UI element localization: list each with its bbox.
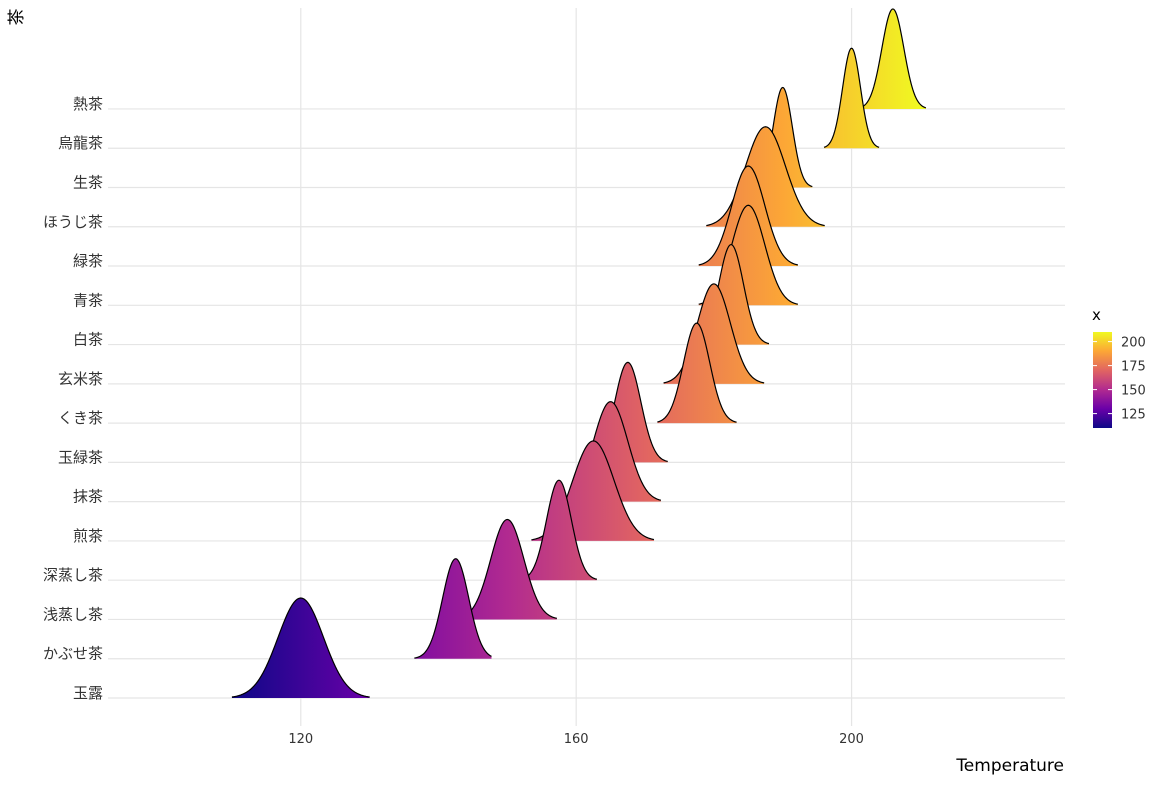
x-axis-tick-labels: 120 160 200 (288, 732, 864, 747)
y-tick-label: 青茶 (73, 291, 103, 309)
y-tick-label: ほうじ茶 (43, 213, 103, 231)
y-axis-labels: 玉露 かぶせ茶 浅蒸し茶 深蒸し茶 煎茶 抹茶 玉緑茶 くき茶 玄米茶 白茶 青茶 緑茶 ほうじ茶 生茶 烏… (43, 95, 103, 702)
ridge-outline (520, 479, 597, 580)
y-tick-label: 烏龍茶 (58, 134, 103, 152)
vertical-gridlines (300, 8, 853, 726)
ridge-area (859, 8, 926, 109)
horizontal-gridlines (108, 108, 1065, 699)
legend-tick-label: 125 (1121, 408, 1146, 423)
ridge-15 (859, 8, 927, 109)
legend-colorbar (1093, 332, 1112, 428)
ridge-outline (698, 165, 799, 266)
ridge-area (414, 558, 492, 659)
y-tick-label: 深蒸し茶 (43, 566, 103, 584)
x-axis-title: Temperature (955, 756, 1064, 776)
ridge-area (657, 323, 737, 424)
ridge-1 (414, 558, 492, 659)
y-tick-label: 煎茶 (73, 527, 103, 545)
ridge-area (521, 480, 597, 581)
y-tick-label: 緑茶 (73, 252, 103, 270)
ridge-0 (231, 597, 370, 698)
y-tick-label: 熱茶 (73, 95, 103, 113)
ridge-outline (657, 322, 737, 423)
ridge-area (824, 48, 880, 149)
color-legend: x 125 150 175 200 (1092, 306, 1146, 428)
ridge-area (231, 598, 370, 698)
y-tick-label: 玉緑茶 (58, 448, 103, 466)
y-tick-label: 生茶 (73, 173, 103, 191)
legend-title: x (1092, 306, 1101, 324)
x-tick-label: 120 (288, 732, 313, 747)
y-tick-label: かぶせ茶 (43, 645, 103, 663)
y-tick-label: 抹茶 (73, 488, 103, 506)
ridge-7 (657, 322, 737, 424)
ridge-outline (414, 558, 492, 659)
legend-tick-label: 200 (1121, 336, 1146, 351)
y-tick-label: 玉露 (73, 684, 103, 702)
y-axis-title: 茶 (7, 9, 27, 26)
ridge-outline (455, 518, 558, 620)
y-tick-label: くき茶 (58, 409, 103, 427)
ridge-outline (706, 126, 825, 227)
legend-tick-label: 175 (1121, 360, 1146, 375)
ridge-outline (231, 597, 370, 698)
ridge-14 (823, 47, 880, 149)
x-tick-label: 160 (564, 732, 589, 747)
ridge-outline (859, 8, 927, 109)
x-tick-label: 200 (839, 732, 864, 747)
y-tick-label: 浅蒸し茶 (43, 605, 103, 623)
legend-tick-label: 150 (1121, 384, 1146, 399)
ridge-2 (455, 518, 558, 620)
ridge-series (231, 8, 927, 698)
y-tick-label: 白茶 (73, 331, 103, 349)
ridge-area (455, 519, 557, 620)
ridge-3 (520, 479, 597, 581)
y-tick-label: 玄米茶 (58, 370, 103, 388)
ridge-outline (823, 47, 880, 148)
legend-ticks: 125 150 175 200 (1093, 336, 1146, 423)
ridge-outline (663, 283, 765, 384)
